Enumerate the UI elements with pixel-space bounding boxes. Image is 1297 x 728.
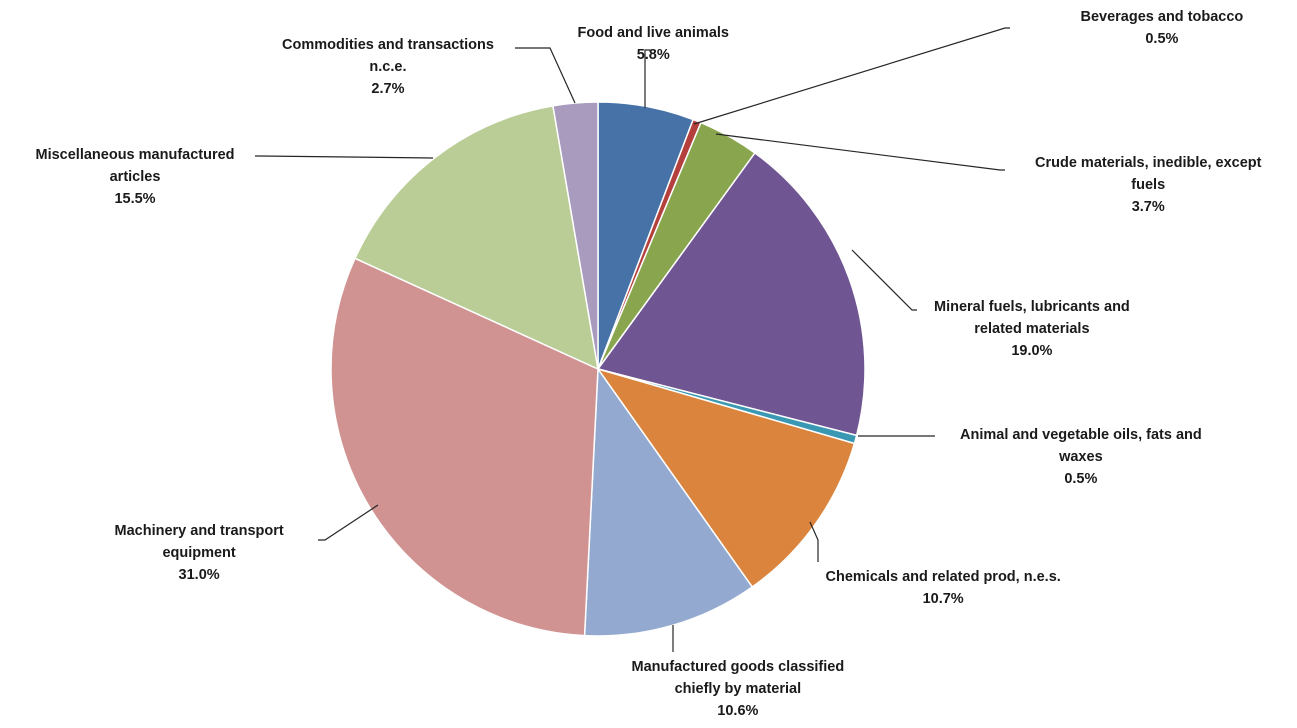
- slice-value-label: 2.7%: [371, 81, 405, 97]
- slice-label: Commodities and transactions n.c.e. 2.7%: [282, 34, 494, 100]
- slice-label-line: Miscellaneous manufactured: [35, 147, 235, 163]
- slice-label-line: Chemicals and related prod, n.e.s.: [825, 569, 1061, 585]
- slice-label: Crude materials, inedible, except fuels 3.…: [1035, 152, 1261, 218]
- slice-label-line: fuels: [1131, 177, 1166, 193]
- slice-value-label: 10.6%: [717, 703, 759, 719]
- slice-value-label: 0.5%: [1145, 31, 1179, 47]
- slice-label-line: Food and live animals: [577, 25, 729, 41]
- slice-label-line: Commodities and transactions: [282, 37, 494, 53]
- slice-label: Machinery and transport equipment 31.0%: [115, 520, 284, 586]
- slice-label: Beverages and tobacco 0.5%: [1081, 6, 1244, 50]
- pie-slice: [552, 101, 599, 370]
- slice-label-line: waxes: [1059, 449, 1103, 465]
- slice-label-line: Beverages and tobacco: [1080, 9, 1244, 25]
- leader-line: [851, 249, 917, 311]
- slice-label-line: Animal and vegetable oils, fats and: [960, 427, 1202, 443]
- slice-label-line: chiefly by material: [674, 681, 802, 697]
- pie-slice: [596, 151, 866, 437]
- slice-value-label: 3.7%: [1131, 199, 1165, 215]
- slice-label: Food and live animals 5.8%: [578, 22, 729, 66]
- slice-value-label: 15.5%: [114, 191, 156, 207]
- pie-slice: [330, 257, 599, 637]
- leader-line: [318, 504, 379, 541]
- slice-label-line: equipment: [162, 545, 236, 561]
- slice-label: Miscellaneous manufactured articles 15.5%: [36, 144, 235, 210]
- slice-value-label: 31.0%: [178, 567, 220, 583]
- slice-value-label: 0.5%: [1064, 471, 1098, 487]
- slice-label-line: n.c.e.: [369, 59, 407, 75]
- slice-label-line: Crude materials, inedible, except: [1035, 155, 1262, 171]
- slice-value-label: 19.0%: [1011, 343, 1053, 359]
- slice-label: Mineral fuels, lubricants and related mat…: [934, 296, 1130, 362]
- leader-line: [715, 133, 1005, 171]
- slice-label: Manufactured goods classified chiefly by …: [632, 656, 845, 722]
- pie-slice: [596, 367, 856, 589]
- slice-label-line: Manufactured goods classified: [631, 659, 845, 675]
- leader-line: [809, 521, 819, 562]
- leader-line: [644, 49, 650, 108]
- slice-value-label: 10.7%: [922, 591, 964, 607]
- slice-label: Chemicals and related prod, n.e.s. 10.7%: [826, 566, 1061, 610]
- slice-label-line: related materials: [974, 321, 1090, 337]
- slice-label-line: articles: [109, 169, 161, 185]
- leader-line: [255, 155, 434, 159]
- leader-line: [693, 27, 1010, 125]
- slice-label: Animal and vegetable oils, fats and waxes…: [960, 424, 1202, 490]
- leader-line: [515, 47, 576, 104]
- pie-slice: [354, 104, 599, 371]
- slice-label-line: Machinery and transport: [114, 523, 284, 539]
- slice-label-line: Mineral fuels, lubricants and: [934, 299, 1130, 315]
- slice-value-label: 5.8%: [636, 47, 670, 63]
